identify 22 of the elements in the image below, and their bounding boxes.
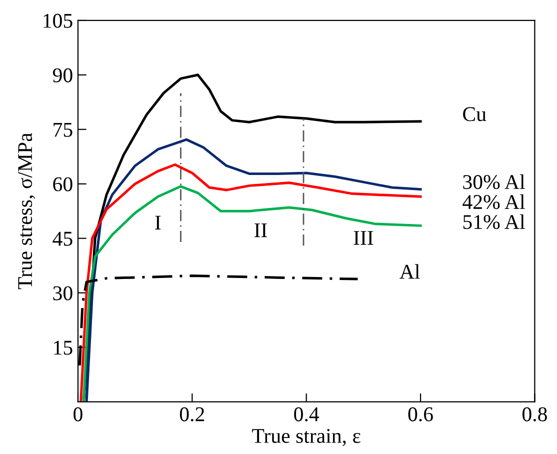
x-tick-label: 0 [74,407,82,422]
annotation: I [155,216,161,230]
x-axis-title: True strain, ε [252,428,360,446]
y-tick-label: 45 [52,232,72,246]
y-axis-title: True stress, σ/MPa [18,132,36,290]
text: 51% Al [463,214,525,230]
y-tick-label: 90 [52,68,72,82]
x-tick-label: 0.2 [180,407,204,422]
y-tick-label: 105 [44,14,72,28]
x-tick-label: 0.8 [522,407,547,422]
text: 42% Al [462,194,525,210]
annotation: III [354,231,374,245]
y-tick-label: 15 [54,340,72,355]
y-tick-label: 75 [54,122,72,137]
x-tick-label: 0.4 [294,407,320,422]
x-tick-label: 0.6 [408,407,433,422]
text: 30% Al [463,174,525,190]
text: Cu [463,107,486,122]
y-tick-label: 60 [53,177,72,192]
text: Al [400,264,420,279]
annotation: II [254,223,267,238]
y-tick-label: 30 [53,286,72,300]
